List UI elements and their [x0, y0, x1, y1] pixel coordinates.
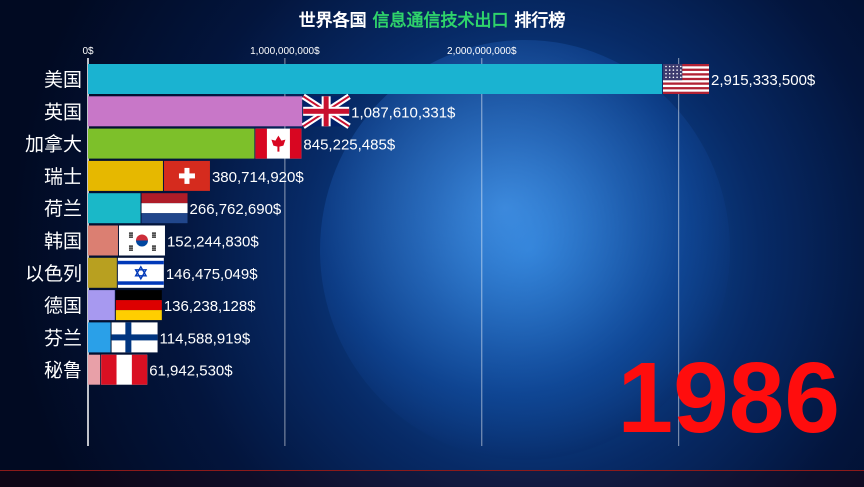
bar-2: [88, 128, 255, 159]
value-label-6: 146,475,049$: [166, 266, 258, 283]
bar-8: [88, 322, 111, 353]
switzerland-flag-icon: [163, 160, 210, 191]
bar-0: [88, 64, 662, 94]
value-label-3: 380,714,920$: [212, 169, 304, 186]
category-label-1: 英国: [44, 101, 82, 123]
germany-flag-icon: [115, 290, 162, 321]
bar-4: [88, 193, 141, 224]
value-label-1: 1,087,610,331$: [351, 104, 456, 121]
category-label-7: 德国: [44, 295, 82, 317]
year-label: 1986: [617, 342, 840, 454]
category-label-4: 荷兰: [44, 198, 82, 220]
x-tick-label-1: 1,000,000,000$: [250, 46, 320, 57]
value-label-5: 152,244,830$: [167, 234, 259, 251]
bar-1: [88, 96, 303, 127]
israel-flag-icon: [117, 257, 164, 288]
category-label-3: 瑞士: [44, 166, 82, 188]
category-label-2: 加拿大: [25, 133, 82, 156]
title-part1: 世界各国: [298, 11, 367, 31]
bar-9: [88, 354, 101, 385]
korea-flag-icon: [118, 225, 165, 256]
category-label-0: 美国: [44, 69, 82, 91]
value-label-7: 136,238,128$: [164, 298, 256, 315]
title-part2: 排行榜: [514, 11, 566, 31]
value-label-0: 2,915,333,500$: [711, 72, 816, 89]
category-label-5: 韩国: [44, 231, 82, 253]
x-tick-label-2: 2,000,000,000$: [447, 46, 517, 57]
x-tick-label-0: 0$: [82, 46, 94, 57]
canada-flag-icon: [255, 128, 302, 159]
timeline-bar[interactable]: [0, 470, 864, 487]
category-label-6: 以色列: [25, 263, 82, 285]
value-label-9: 61,942,530$: [149, 363, 233, 380]
peru-flag-icon: [101, 354, 148, 385]
value-label-8: 114,588,919$: [160, 330, 251, 347]
chart-title: 世界各国 信息通信技术出口 排行榜: [0, 6, 864, 31]
bar-7: [88, 290, 115, 321]
category-label-9: 秘鲁: [44, 360, 82, 382]
uk-flag-icon: [301, 93, 351, 129]
finland-flag-icon: [111, 322, 158, 353]
us-flag-icon: [663, 64, 709, 94]
bar-6: [88, 257, 117, 288]
category-label-8: 芬兰: [44, 327, 82, 349]
globe-background: [320, 40, 730, 460]
netherlands-flag-icon: [141, 193, 188, 224]
title-highlight: 信息通信技术出口: [372, 11, 509, 31]
bar-5: [88, 225, 118, 256]
value-label-4: 266,762,690$: [190, 201, 282, 218]
value-label-2: 845,225,485$: [303, 137, 395, 154]
bar-3: [88, 160, 163, 191]
